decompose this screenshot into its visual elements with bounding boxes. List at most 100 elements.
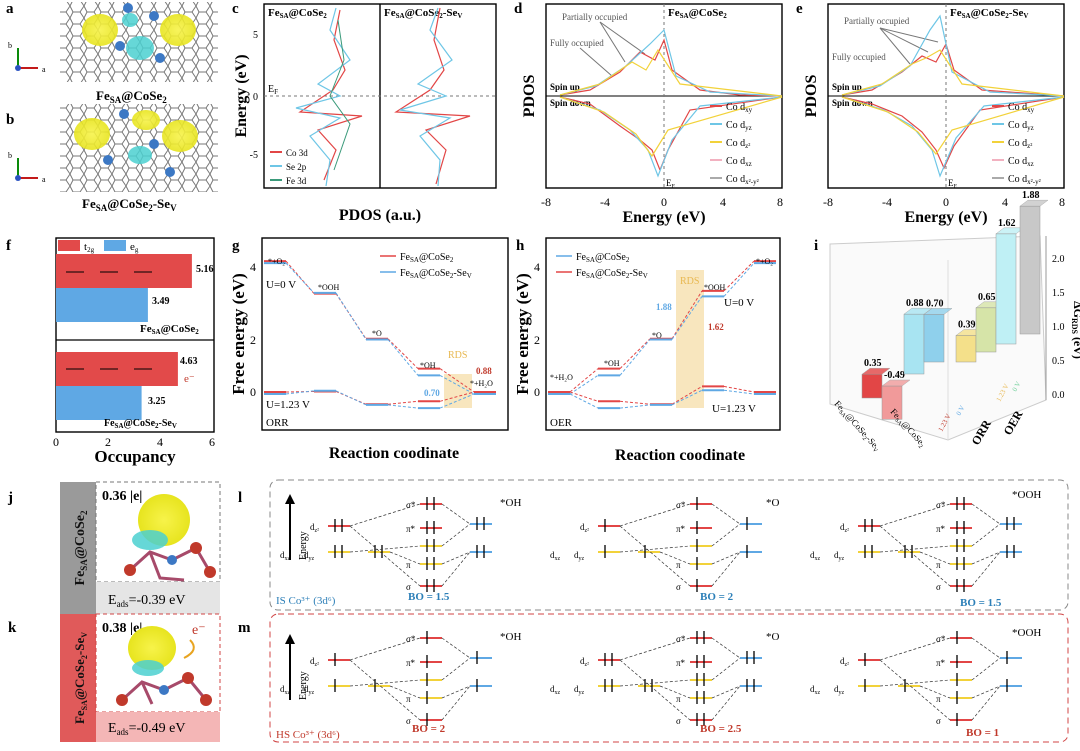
f-legend-t2g: t2g bbox=[84, 241, 95, 254]
d-xtick: -4 bbox=[600, 195, 610, 209]
mo-correlation bbox=[711, 551, 741, 587]
d-title: FeSA@CoSe2 bbox=[668, 7, 727, 20]
i-ztick: 1.5 bbox=[1052, 288, 1065, 299]
plot-frame-f bbox=[55, 237, 215, 433]
mo-label: σ bbox=[936, 582, 941, 592]
energy-connector bbox=[335, 292, 367, 340]
plot-frame-h bbox=[545, 237, 781, 431]
panel-d: d FeSA@CoSe2 Partially occupied Fully oc… bbox=[514, 1, 783, 226]
energy-connector bbox=[439, 368, 475, 393]
f-xtick: 2 bbox=[105, 435, 111, 449]
m-adsorbate: *OH bbox=[500, 631, 521, 643]
g-energy-lines bbox=[264, 260, 496, 410]
mo-label: dz² bbox=[840, 656, 849, 668]
caption-a: FeSA@CoSe2 bbox=[96, 88, 167, 105]
mo-label: π bbox=[676, 694, 681, 704]
f-bottom-t2g-value: 4.63 bbox=[180, 356, 198, 367]
energy-connector bbox=[619, 338, 651, 369]
e-spin-up: Spin up bbox=[832, 82, 862, 92]
energy-connector bbox=[671, 296, 703, 340]
mo-correlation bbox=[971, 551, 1001, 565]
panel-letter-i: i bbox=[814, 238, 818, 254]
mo-correlation bbox=[441, 685, 471, 721]
g-rds-label: RDS bbox=[448, 350, 467, 361]
d-ann-full: Fully occupied bbox=[550, 38, 604, 48]
mo-label: σ* bbox=[406, 634, 416, 644]
mo-correlation bbox=[971, 685, 1001, 699]
m-mo-diagrams: dz² dxz dyz σ* π* π σ dz² dxz dyz σ* π* π σ dz² dxz dyz σ… bbox=[280, 631, 1022, 726]
c-title-left: FeSA@CoSe2 bbox=[268, 7, 327, 20]
e-xtick: -8 bbox=[823, 195, 833, 209]
h-ytick: 2 bbox=[534, 333, 540, 347]
l-frame bbox=[269, 479, 1069, 611]
c-co3d-right bbox=[394, 7, 471, 185]
mo-correlation bbox=[971, 657, 1001, 681]
h-ytick: 0 bbox=[534, 385, 540, 399]
mo-label: σ bbox=[676, 716, 681, 726]
m-bo: BO = 2.5 bbox=[700, 723, 742, 735]
mo-correlation bbox=[619, 679, 691, 687]
panel-letter-l: l bbox=[238, 490, 242, 506]
mo-label: dyz bbox=[834, 550, 845, 562]
mo-correlation bbox=[879, 503, 951, 527]
g-ytick: 2 bbox=[250, 333, 256, 347]
energy-connector bbox=[723, 385, 755, 393]
energy-connector bbox=[439, 374, 475, 395]
f-bar bbox=[56, 288, 148, 322]
f-xlabel: Occupancy bbox=[94, 447, 176, 466]
energy-connector bbox=[387, 400, 419, 405]
svg-text:Co dz²: Co dz² bbox=[726, 138, 750, 150]
mo-correlation bbox=[441, 523, 471, 547]
i-bar-top bbox=[1019, 199, 1049, 207]
f-bars bbox=[56, 254, 192, 420]
mo-label: σ* bbox=[676, 500, 686, 510]
h-energy-lines bbox=[548, 260, 776, 410]
svg-text:Co dx²-y²: Co dx²-y² bbox=[726, 174, 759, 186]
mo-label: π* bbox=[406, 524, 416, 534]
energy-connector bbox=[671, 385, 703, 405]
c-ytick: -5 bbox=[250, 150, 258, 161]
h-ylabel: Free energy (eV) bbox=[513, 273, 532, 394]
mo-label: σ* bbox=[406, 500, 416, 510]
f-legend-eg: eg bbox=[130, 241, 139, 254]
d-xlabel: Energy (eV) bbox=[622, 209, 705, 226]
e-xtick: 4 bbox=[1002, 195, 1008, 209]
c-co3d-left bbox=[298, 9, 363, 181]
mo-correlation bbox=[441, 657, 471, 681]
mo-label: dyz bbox=[574, 550, 585, 562]
g-u123: U=1.23 V bbox=[266, 399, 310, 411]
c-se2p-right bbox=[399, 7, 453, 187]
mo-correlation bbox=[619, 659, 691, 721]
h-u123: U=1.23 V bbox=[712, 403, 756, 415]
panel-e: e FeSA@CoSe2-SeV Partially occupied Full… bbox=[796, 1, 1065, 226]
panel-k: k FeSA@CoSe2-SeV 0.38 |e| e⁻ Eads=-0.49 … bbox=[8, 613, 221, 742]
mo-label: dxz bbox=[810, 684, 821, 696]
mo-label: π bbox=[936, 560, 941, 570]
mo-correlation bbox=[711, 637, 741, 659]
i-bar bbox=[903, 313, 925, 375]
h-ytick: 4 bbox=[534, 260, 540, 274]
energy-connector bbox=[439, 391, 475, 402]
c-xlabel: PDOS (a.u.) bbox=[339, 207, 421, 224]
h-state: *+H₂O bbox=[550, 373, 573, 382]
mo-label: dxz bbox=[810, 550, 821, 562]
e-legend: Co dxy Co dyz Co dz² Co dxz Co dx²-y² bbox=[992, 102, 1041, 186]
axis-b-label: b bbox=[8, 41, 12, 50]
g-u0: U=0 V bbox=[266, 279, 296, 291]
j-eads: Eads=-0.39 eV bbox=[108, 593, 185, 609]
h-state: *OOH bbox=[704, 283, 726, 292]
svg-text:Co dxz: Co dxz bbox=[1008, 156, 1034, 168]
e-ef: EF bbox=[948, 178, 958, 190]
mo-correlation bbox=[971, 503, 1001, 525]
mo-correlation bbox=[441, 551, 471, 565]
i-bar-label: 1.88 bbox=[1022, 190, 1040, 201]
e-ann-full: Fully occupied bbox=[832, 52, 886, 62]
d-xtick: 4 bbox=[720, 195, 726, 209]
h-state: *O bbox=[652, 331, 662, 340]
i-bar-label: 0.70 bbox=[926, 298, 944, 309]
mo-label: σ bbox=[406, 716, 411, 726]
energy-connector bbox=[285, 260, 315, 294]
mo-correlation bbox=[711, 685, 741, 721]
